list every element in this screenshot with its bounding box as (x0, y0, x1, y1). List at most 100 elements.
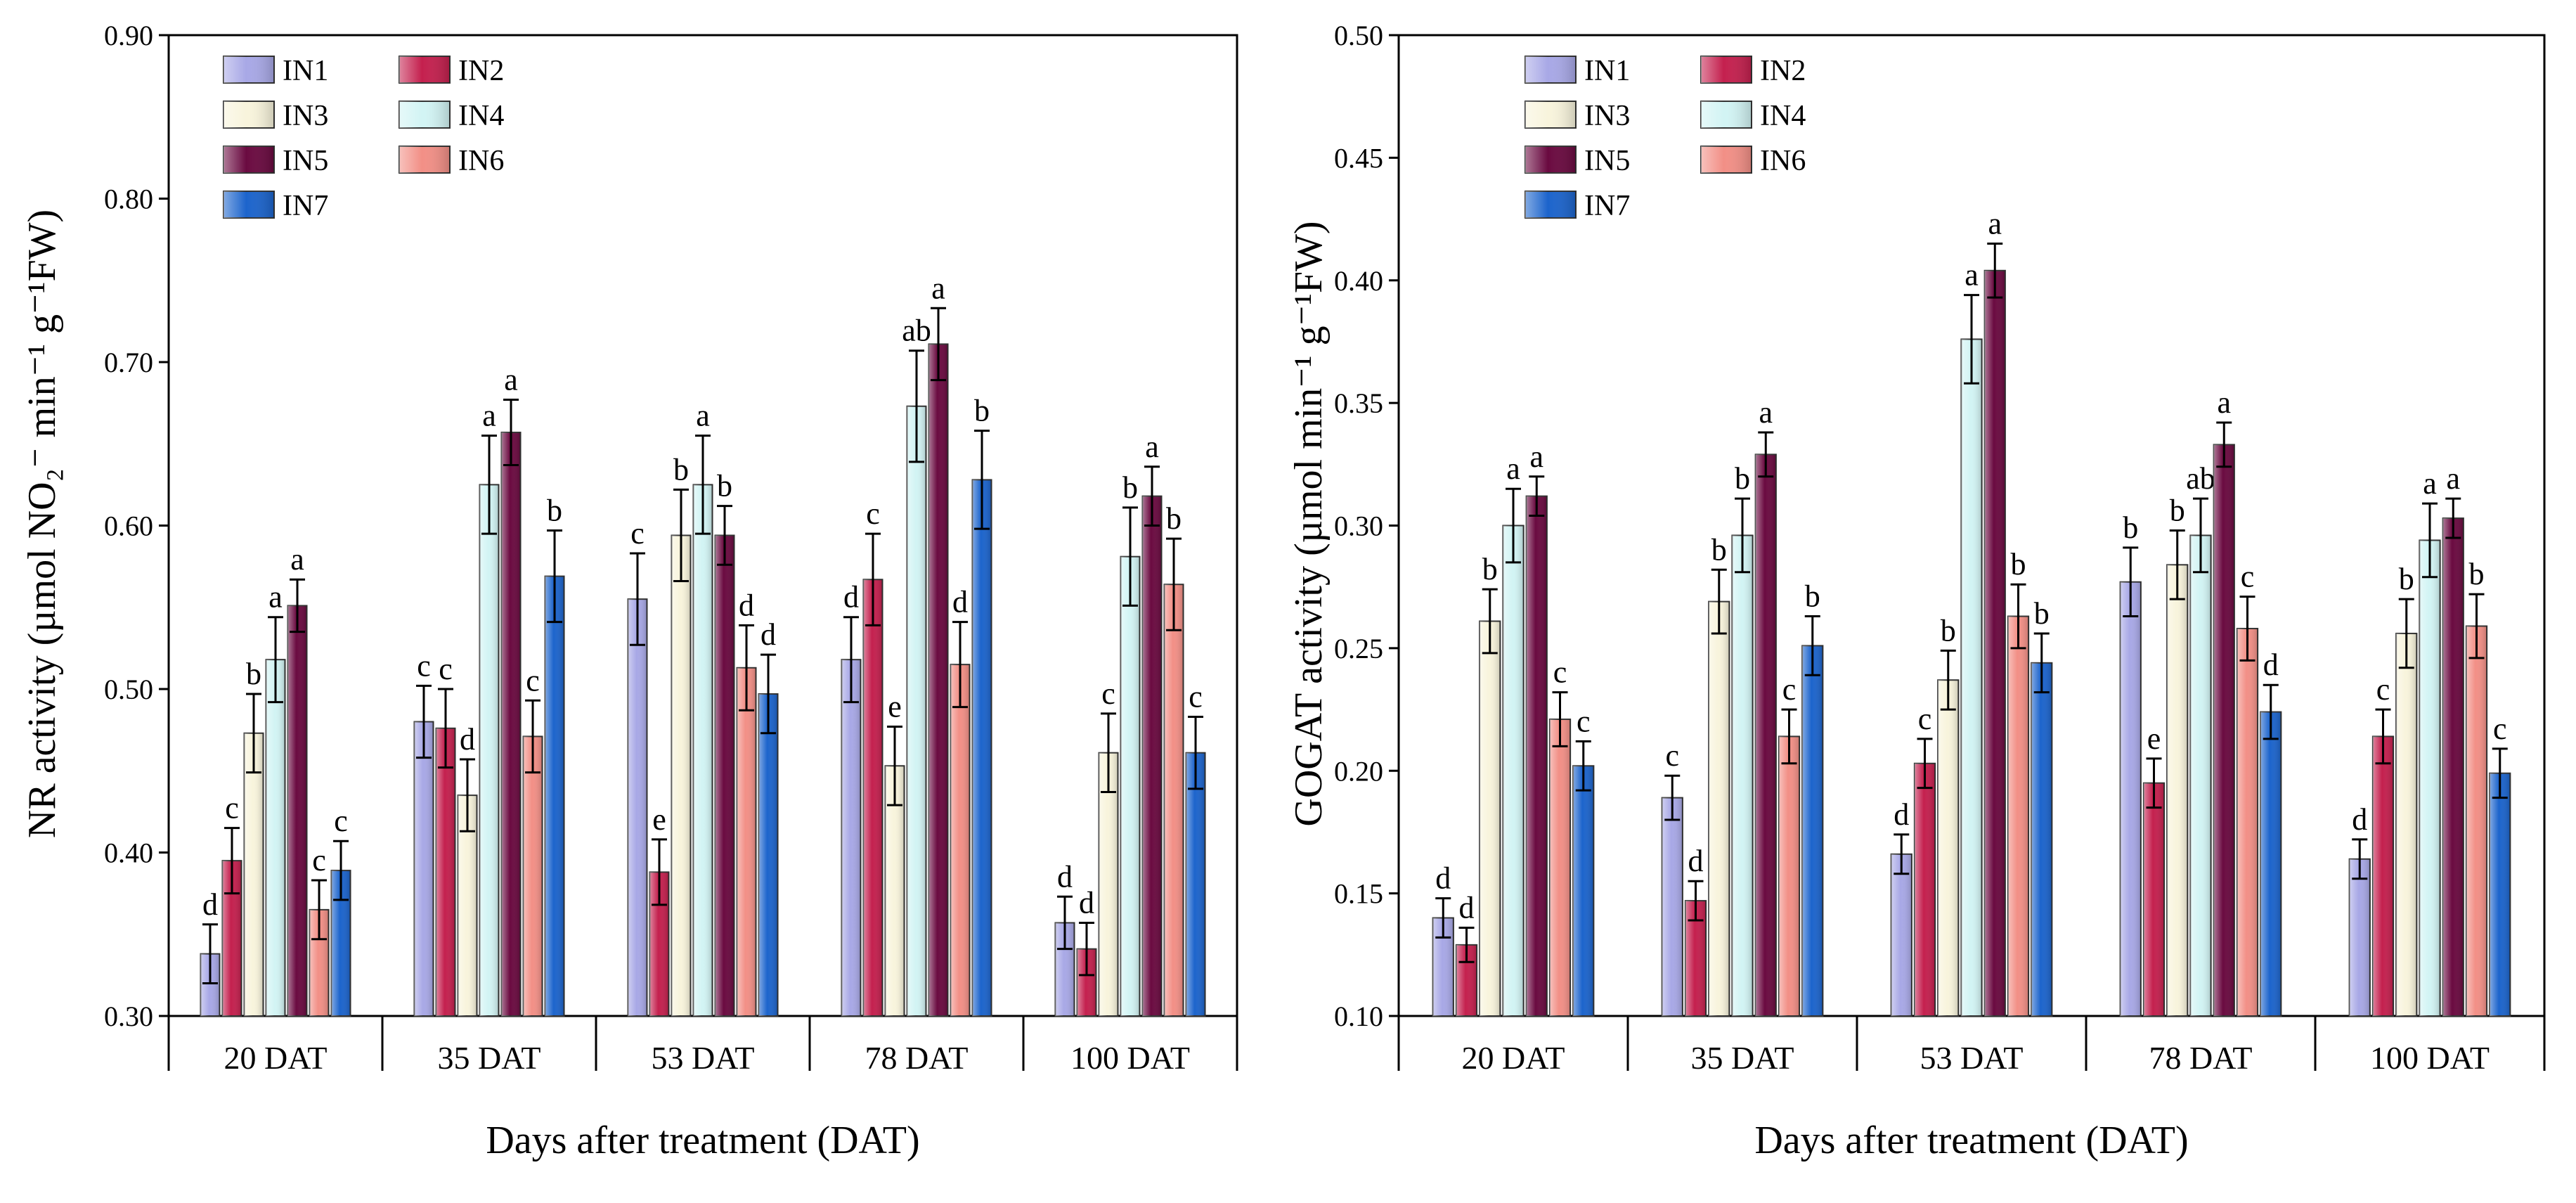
significance-letter: ab (902, 314, 931, 348)
legend-swatch-shade (224, 146, 274, 173)
bar-shade (2007, 616, 2029, 1016)
bar-shade (479, 484, 499, 1016)
significance-letter: ab (2186, 461, 2215, 496)
significance-letter: a (1529, 439, 1543, 474)
significance-letter: c (630, 516, 645, 551)
significance-letter: c (225, 791, 239, 825)
significance-letter: a (1965, 258, 1979, 292)
significance-letter: e (2147, 721, 2161, 756)
bar-shade (2237, 628, 2258, 1016)
category-label: 20 DAT (1462, 1040, 1565, 1076)
significance-letter: c (526, 663, 540, 697)
significance-letter: b (2469, 557, 2485, 591)
bar-shade (2190, 535, 2211, 1016)
significance-letter: b (2034, 596, 2050, 631)
bar-shade (907, 406, 926, 1016)
y-axis-label: GOGAT activity (µmol min⁻¹ g⁻¹FW) (1287, 221, 1331, 826)
bar-shade (2490, 773, 2511, 1016)
bar-shade (1549, 719, 1571, 1016)
bar-shade (2167, 565, 2188, 1016)
category-label: 35 DAT (1691, 1040, 1794, 1076)
bar-shade (2260, 712, 2281, 1016)
y-tick-label: 0.10 (1334, 1001, 1383, 1032)
legend-swatch-shade (399, 101, 450, 128)
significance-letter: c (312, 843, 326, 877)
category-label: 35 DAT (438, 1040, 541, 1076)
significance-letter: c (334, 804, 348, 838)
gogat-activity-chart: 0.10 0.15 0.20 0.25 0.30 0.35 0.40 0.45 0.50 GOGA… (1287, 20, 2546, 1162)
significance-letter: c (2241, 560, 2255, 594)
y-tick-label: 0.35 (1334, 387, 1383, 419)
significance-letter: b (1166, 501, 1182, 536)
significance-letter: a (2446, 461, 2460, 496)
significance-letter: a (1145, 430, 1159, 464)
y-tick-label: 0.25 (1334, 633, 1383, 664)
legend-label: IN6 (458, 145, 504, 177)
bar-shade (2143, 783, 2165, 1016)
bar-shade (1755, 454, 1776, 1016)
bar-shade (436, 728, 455, 1016)
significance-letter: e (652, 802, 666, 837)
y-tick-label: 0.20 (1334, 755, 1383, 787)
significance-letter: b (1122, 470, 1138, 505)
bar-shade (972, 480, 992, 1016)
significance-letter: b (974, 394, 990, 428)
bar-shade (1778, 736, 1800, 1016)
significance-letter: c (439, 652, 453, 686)
bar-shade (1573, 766, 1594, 1016)
bar-shade (2466, 626, 2487, 1016)
significance-letter: c (1189, 680, 1203, 714)
bar-shade (1099, 752, 1118, 1016)
significance-letter: a (482, 399, 496, 433)
y-tick-label: 0.40 (104, 837, 153, 869)
legend-label: IN6 (1760, 145, 1806, 177)
bar-shade (1891, 854, 1912, 1016)
legend-swatch-shade (224, 101, 274, 128)
significance-letter: b (2399, 562, 2414, 596)
y-tick-label: 0.60 (104, 510, 153, 542)
significance-letter: b (2011, 547, 2026, 581)
significance-letter: e (888, 689, 902, 723)
significance-letter: d (1079, 885, 1094, 920)
legend-swatch-shade (399, 146, 450, 173)
x-axis-label: Days after treatment (DAT) (486, 1119, 919, 1162)
legend-swatch-shade (1701, 56, 1752, 83)
significance-letter: b (1941, 613, 1956, 648)
significance-letter: a (1759, 395, 1773, 430)
significance-letter: b (1482, 552, 1498, 586)
significance-letter: d (760, 617, 776, 652)
bar-shade (1662, 797, 1683, 1016)
bar-shade (950, 664, 970, 1016)
significance-letter: b (2123, 510, 2138, 545)
significance-letter: c (866, 496, 880, 531)
bar-shade (885, 766, 905, 1016)
legend-swatch-shade (1701, 146, 1752, 173)
significance-letter: b (1805, 579, 1820, 614)
legend-swatch-shade (1525, 101, 1576, 128)
significance-letter: d (1894, 797, 1909, 832)
category-label: 100 DAT (1070, 1040, 1190, 1076)
legend-label: IN4 (1760, 100, 1806, 132)
significance-letter: c (2376, 672, 2390, 707)
significance-letter: c (1665, 738, 1679, 773)
y-tick-label: 0.50 (104, 674, 153, 705)
significance-letter: d (843, 580, 859, 615)
significance-letter: c (1553, 655, 1567, 690)
bar-shade (1984, 270, 2005, 1016)
significance-letter: a (931, 271, 945, 305)
significance-letter: c (1577, 704, 1591, 738)
bar-shade (1938, 680, 1959, 1016)
significance-letter: a (2217, 385, 2231, 420)
significance-letter: a (504, 362, 518, 397)
legend-swatch-shade (399, 56, 450, 83)
legend-swatch-shade (1525, 191, 1576, 218)
bar-shade (1503, 525, 1524, 1016)
bar-shade (693, 484, 713, 1016)
bar-shade (2419, 540, 2440, 1016)
legend-label: IN7 (283, 190, 328, 222)
bar-shade (2442, 518, 2464, 1016)
significance-letter: a (1506, 451, 1520, 486)
significance-letter: a (268, 580, 283, 615)
